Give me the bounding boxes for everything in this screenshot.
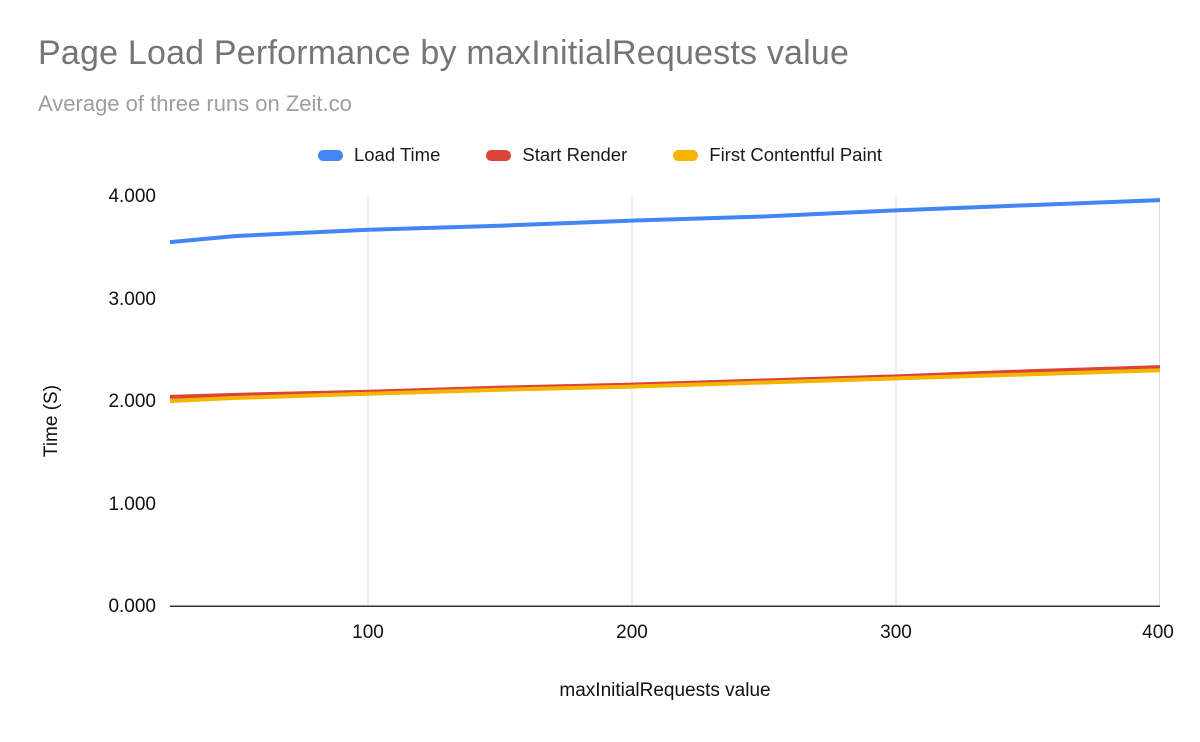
series-line-start-render xyxy=(170,365,1160,399)
legend-swatch-first-contentful-paint xyxy=(673,149,699,161)
series-line-first-contentful-paint xyxy=(170,368,1160,403)
legend-label-first-contentful-paint: First Contentful Paint xyxy=(709,144,883,165)
legend-item-first-contentful-paint: First Contentful Paint xyxy=(673,144,882,166)
legend-item-load-time: Load Time xyxy=(317,144,441,166)
legend-swatch-start-render xyxy=(486,149,512,161)
y-tick-3: 3.000 xyxy=(108,288,156,310)
legend: Load Time Start Render First Contentful … xyxy=(0,144,1200,166)
plot-area xyxy=(170,197,1160,607)
y-tick-1: 1.000 xyxy=(108,493,156,515)
x-tick-100: 100 xyxy=(352,622,384,643)
y-axis-title: Time (S) xyxy=(41,384,62,458)
legend-swatch-load-time xyxy=(317,149,343,161)
chart-title: Page Load Performance by maxInitialReque… xyxy=(38,34,850,72)
legend-label-load-time: Load Time xyxy=(353,144,441,165)
x-tick-200: 200 xyxy=(616,622,648,643)
x-tick-300: 300 xyxy=(880,622,912,643)
y-tick-2: 2.000 xyxy=(108,391,156,412)
x-axis-title: maxInitialRequests value xyxy=(559,680,771,701)
y-tick-4: 4.000 xyxy=(108,186,156,207)
y-tick-0: 0.000 xyxy=(108,596,156,617)
series-line-load-time xyxy=(170,198,1160,245)
chart-subtitle: Average of three runs on Zeit.co xyxy=(38,91,352,116)
legend-label-start-render: Start Render xyxy=(522,144,628,165)
x-tick-400: 400 xyxy=(1142,622,1174,643)
legend-item-start-render: Start Render xyxy=(486,144,627,166)
